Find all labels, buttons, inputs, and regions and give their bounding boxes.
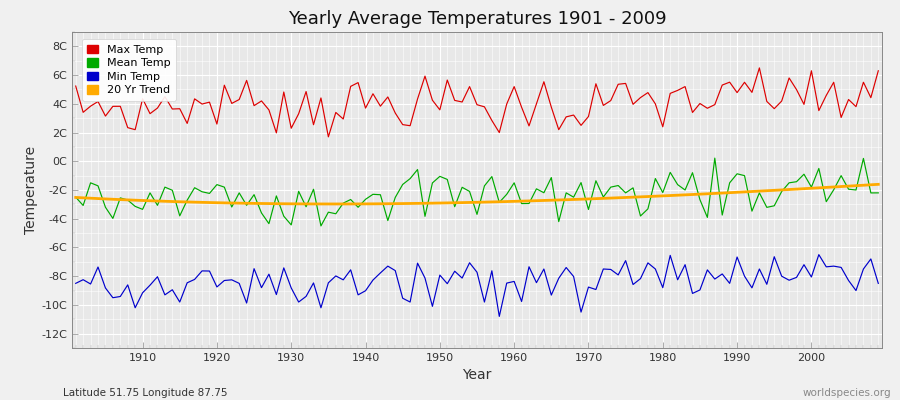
Legend: Max Temp, Mean Temp, Min Temp, 20 Yr Trend: Max Temp, Mean Temp, Min Temp, 20 Yr Tre… <box>82 39 176 101</box>
Title: Yearly Average Temperatures 1901 - 2009: Yearly Average Temperatures 1901 - 2009 <box>288 10 666 28</box>
Text: worldspecies.org: worldspecies.org <box>803 388 891 398</box>
Y-axis label: Temperature: Temperature <box>24 146 39 234</box>
Text: Latitude 51.75 Longitude 87.75: Latitude 51.75 Longitude 87.75 <box>63 388 228 398</box>
X-axis label: Year: Year <box>463 368 491 382</box>
